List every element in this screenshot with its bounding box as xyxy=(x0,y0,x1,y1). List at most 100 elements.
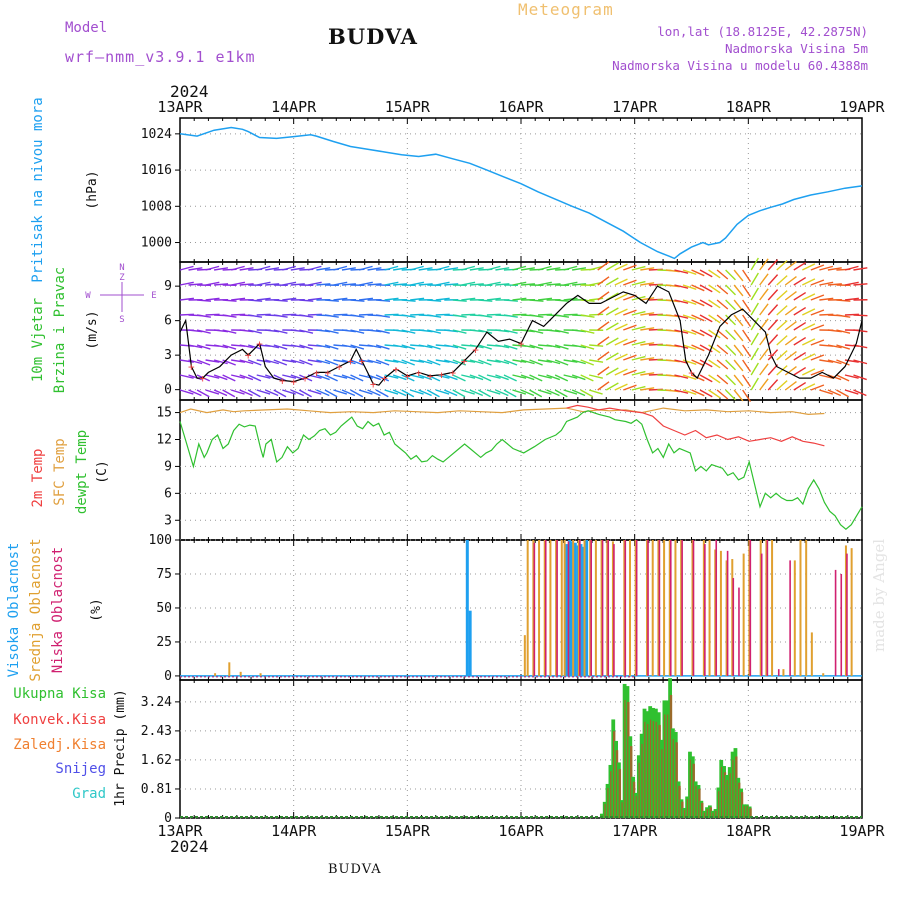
cloud-bar xyxy=(646,540,649,676)
cloud-bar xyxy=(611,541,614,676)
wind-barb xyxy=(452,359,467,366)
cloud-bar xyxy=(691,540,694,676)
wind-gust-marker: + xyxy=(324,366,331,379)
wind-barb xyxy=(750,287,759,301)
wind-barb xyxy=(571,359,586,365)
cloud-side-label-3: Niska Oblacnost xyxy=(50,547,66,673)
y-tick-label: 6 xyxy=(164,486,172,501)
wind-barb xyxy=(742,374,752,387)
y-tick-label: 3 xyxy=(164,513,172,528)
compass-n-label: N xyxy=(119,263,124,273)
wind-barb xyxy=(222,329,237,334)
wind-barb xyxy=(461,265,476,271)
wind-barb xyxy=(614,308,628,316)
cloud-bar xyxy=(834,569,837,676)
wind-barb xyxy=(648,313,663,316)
wind-barb xyxy=(793,351,807,361)
wind-barb xyxy=(256,313,271,316)
wind-barb xyxy=(674,389,689,394)
cloud-bar xyxy=(577,540,580,676)
wind-barb xyxy=(256,281,271,286)
wind-barb xyxy=(375,359,390,366)
wind-barb xyxy=(716,374,729,385)
wind-barb xyxy=(674,269,689,274)
wind-barb xyxy=(324,314,339,318)
wind-barb xyxy=(435,389,450,395)
wind-barb xyxy=(716,344,729,355)
cloud-bar xyxy=(624,540,627,676)
wind-barb xyxy=(623,309,637,316)
wind-barb xyxy=(836,344,851,350)
wind-barb xyxy=(810,279,825,286)
wind-barb xyxy=(793,336,807,346)
wind-barb xyxy=(213,374,228,381)
wind-gust-marker: + xyxy=(245,349,252,362)
wind-barb xyxy=(256,374,271,379)
wind-barb xyxy=(469,389,484,397)
precip-mixed-bar xyxy=(615,750,619,818)
wind-barb xyxy=(418,267,433,271)
wind-barb xyxy=(623,294,637,301)
wind-barb xyxy=(409,265,424,271)
temp-2m-line xyxy=(566,404,825,447)
precip-mixed-bar xyxy=(720,766,724,818)
wind-barb xyxy=(307,281,322,286)
wind-barb xyxy=(742,314,752,327)
wind-barb xyxy=(503,299,518,302)
temp-side-label-1: 2m Temp xyxy=(30,448,46,507)
precip-mixed-bar xyxy=(743,806,747,818)
wind-side-label-1: 10m Vjetar xyxy=(30,298,46,382)
wind-barb xyxy=(674,344,689,349)
cloud-bar xyxy=(789,560,791,676)
wind-barb xyxy=(307,389,322,395)
wind-barb xyxy=(742,299,752,312)
wind-barb xyxy=(836,314,851,318)
wind-barb xyxy=(486,374,501,379)
cloud-bar xyxy=(704,544,706,676)
wind-barb xyxy=(554,374,569,382)
y-tick-label: 12 xyxy=(156,432,172,447)
wind-barb xyxy=(239,389,253,397)
wind-barb xyxy=(469,374,484,381)
wind-barb xyxy=(299,329,314,334)
cloud-bar xyxy=(523,635,526,676)
wind-barb xyxy=(844,297,859,301)
wind-barb xyxy=(605,337,619,346)
cloud-bar xyxy=(657,540,660,676)
wind-barb xyxy=(265,283,280,286)
wind-barb xyxy=(597,306,610,316)
wind-barb xyxy=(307,313,322,316)
wind-barb xyxy=(384,359,399,363)
wind-barb xyxy=(588,389,603,395)
wind-barb xyxy=(392,389,407,397)
wind-gust-marker: + xyxy=(768,349,775,362)
wind-barb xyxy=(205,359,220,363)
wind-barb xyxy=(205,297,220,301)
wind-barb xyxy=(554,359,569,366)
wind-barb xyxy=(605,367,619,376)
precip-mixed-bar xyxy=(672,739,676,818)
precip-legend-4: Snijeg xyxy=(55,761,106,777)
wind-barb xyxy=(427,344,441,350)
panel-1: 1000 1008 1016 1024 xyxy=(141,117,863,263)
wind-barb xyxy=(231,313,246,316)
cloud-bar xyxy=(613,544,615,676)
wind-barb xyxy=(299,359,313,366)
wind-gust-marker: + xyxy=(256,338,263,351)
wind-barb xyxy=(205,281,220,286)
wind-barb xyxy=(640,312,655,316)
wind-barb xyxy=(384,389,399,395)
wind-barb xyxy=(222,299,237,302)
wind-barb xyxy=(503,359,518,366)
y-tick-label: 0 xyxy=(164,383,172,398)
precip-mixed-bar xyxy=(678,785,681,818)
wind-barb xyxy=(503,344,518,350)
wind-barb xyxy=(375,344,390,350)
wind-barb xyxy=(299,344,313,350)
wind-gust-marker: + xyxy=(461,355,468,368)
wind-barb xyxy=(469,267,484,271)
wind-barb xyxy=(401,299,416,302)
wind-barb xyxy=(341,344,356,349)
cloud-bar xyxy=(556,540,558,676)
wind-barb xyxy=(179,313,195,316)
